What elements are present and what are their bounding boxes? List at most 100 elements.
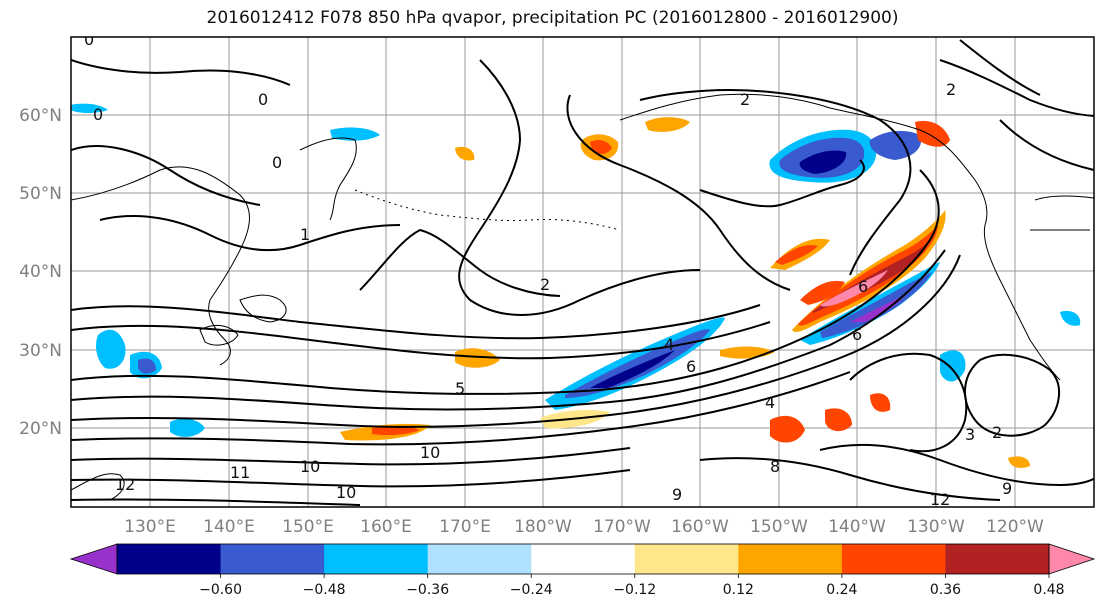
contour-line (699, 457, 1001, 501)
colorbar-segment (634, 544, 739, 574)
colorbar-tick-label: −0.24 (510, 582, 553, 598)
lon-label: 180°W (514, 517, 572, 537)
colorbar-tick-label: 0.24 (826, 582, 857, 598)
qvapor-contours (71, 39, 1094, 506)
lon-label: 140°W (828, 517, 886, 537)
contour-line (71, 249, 946, 411)
contour-label: 0 (84, 30, 94, 49)
colorbar-segment (324, 544, 429, 574)
colorbar: −0.60 −0.48 −0.36 −0.24 −0.12 0.12 0.24 0.36 0.4… (69, 543, 1096, 598)
border-line-2 (1034, 195, 1094, 201)
contour-label: 3 (965, 425, 975, 444)
positive-patch-1b (775, 245, 818, 265)
patch-n (71, 103, 108, 113)
colorbar-extend-high (1048, 543, 1096, 575)
lat-label: 50°N (19, 184, 62, 204)
patch-a-core (590, 140, 612, 154)
contour-label: 11 (230, 463, 250, 482)
colorbar-tick-label: −0.36 (406, 582, 449, 598)
contour-label: 2 (540, 275, 550, 294)
contour-line (458, 59, 701, 316)
patch-h (770, 415, 805, 443)
patch-f-core (372, 425, 420, 436)
map-title: 2016012412 F078 850 hPa qvapor, precipit… (206, 8, 899, 28)
lon-label: 170°E (439, 517, 491, 537)
contour-line (639, 89, 912, 276)
contour-label: 9 (672, 485, 682, 504)
contour-line (71, 254, 961, 428)
contour-label: 2 (740, 90, 750, 109)
contour-line (359, 228, 561, 297)
contour-line (99, 214, 401, 252)
contour-label: 0 (272, 153, 282, 172)
colorbar-tick-label: 0.36 (930, 582, 961, 598)
sw-coast (71, 473, 125, 501)
contour-label: 6 (852, 325, 862, 344)
lon-label: 130°W (907, 517, 965, 537)
contour-line (959, 39, 1041, 96)
colorbar-segment (220, 544, 325, 574)
contour-label: 10 (420, 443, 440, 462)
contour-line (71, 321, 771, 360)
aleutian-chain (354, 189, 621, 231)
colorbar-segment (738, 544, 843, 574)
longitude-labels: 130°E 140°E 150°E 160°E 170°E 180°W 170°W 160°W… (124, 517, 1044, 537)
colorbar-segment (945, 544, 1050, 574)
contour-line (71, 498, 361, 506)
lon-label: 150°W (750, 517, 808, 537)
map-panel (71, 37, 1094, 507)
contour-label: 8 (770, 457, 780, 476)
coast-positive-patch (915, 120, 950, 147)
contour-line (819, 443, 1094, 487)
contour-line (71, 145, 261, 206)
contour-line (71, 447, 631, 466)
contour-line (939, 59, 1094, 117)
patch-q (1008, 456, 1030, 468)
patch-g (455, 348, 500, 368)
contour-label: 10 (336, 483, 356, 502)
colorbar-segment (841, 544, 946, 574)
colorbar-tick-label: 0.12 (723, 582, 754, 598)
patch-d-core (138, 358, 156, 374)
colorbar-frame (116, 543, 1050, 575)
colorbar-tick-label: −0.48 (303, 582, 346, 598)
patch-c (96, 329, 126, 369)
map-frame (70, 36, 1095, 508)
lat-label: 40°N (19, 262, 62, 282)
contour-label: 2 (992, 423, 1002, 442)
contour-label: 9 (1002, 479, 1012, 498)
latitude-labels: 60°N 50°N 40°N 30°N 20°N (19, 106, 62, 439)
contour-line (71, 371, 851, 446)
contour-label: 0 (93, 105, 103, 124)
contour-label: 6 (686, 357, 696, 376)
contour-labels: 0 0 0 0 1 2 2 2 2 3 4 4 5 6 6 6 8 9 9 10… (84, 30, 1012, 509)
lon-label: 170°W (593, 517, 651, 537)
lat-label: 20°N (19, 419, 62, 439)
contour-line (71, 304, 761, 340)
contour-label: 10 (300, 457, 320, 476)
patch-m (330, 127, 380, 141)
patch-o (1060, 310, 1081, 326)
coastlines (71, 93, 1094, 501)
patch-l (940, 350, 966, 382)
contour-label: 4 (664, 335, 674, 354)
patch-p (455, 146, 475, 161)
patch-b (645, 117, 690, 132)
contour-line (699, 159, 865, 208)
lon-label: 160°E (360, 517, 412, 537)
lat-label: 30°N (19, 341, 62, 361)
contour-line (566, 94, 791, 291)
contour-label: 12 (930, 490, 950, 509)
contour-line (71, 169, 940, 395)
central-negative-core (590, 350, 675, 388)
lon-label: 150°E (282, 517, 334, 537)
positive-band-core (820, 270, 888, 307)
kamchatka-coast (299, 137, 357, 221)
negative-band-core (850, 295, 905, 322)
japan-coast (239, 294, 287, 323)
asia-coast (71, 166, 250, 366)
alaska-negative-core (799, 150, 847, 174)
patch-j (870, 393, 891, 412)
negative-band-mid (820, 272, 932, 338)
colorbar-tick-label: −0.12 (613, 582, 656, 598)
